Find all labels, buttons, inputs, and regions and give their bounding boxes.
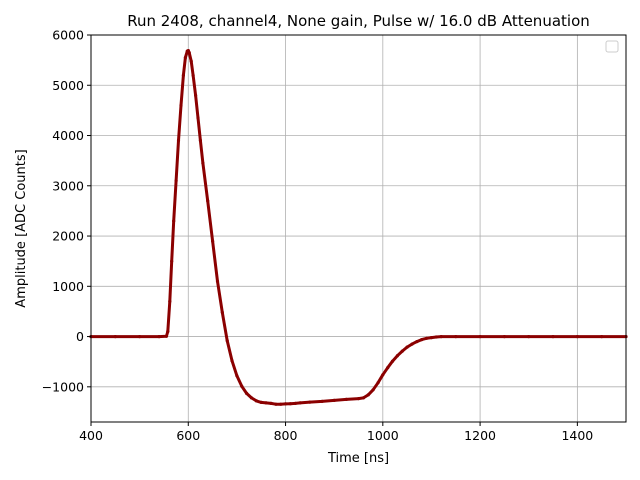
data-point bbox=[168, 299, 172, 303]
series-trace bbox=[89, 49, 628, 406]
data-point bbox=[288, 402, 292, 406]
y-tick-label: 0 bbox=[76, 329, 84, 344]
data-point bbox=[187, 51, 191, 55]
data-point bbox=[211, 239, 215, 243]
data-point bbox=[235, 374, 239, 378]
data-point bbox=[410, 342, 414, 346]
data-point bbox=[259, 400, 263, 404]
data-point bbox=[298, 401, 302, 405]
x-tick-label: 1400 bbox=[561, 428, 593, 443]
data-point bbox=[113, 335, 117, 339]
data-point bbox=[170, 259, 174, 263]
grid bbox=[90, 34, 626, 422]
data-point bbox=[166, 329, 170, 334]
data-point bbox=[600, 335, 604, 339]
data-point bbox=[172, 219, 176, 223]
data-point bbox=[381, 373, 385, 377]
data-point bbox=[395, 354, 399, 358]
data-point bbox=[279, 402, 283, 406]
x-tick-label: 1000 bbox=[367, 428, 399, 443]
data-point bbox=[206, 199, 210, 203]
data-point bbox=[283, 402, 288, 406]
x-tick-label: 1200 bbox=[464, 428, 496, 443]
data-point bbox=[356, 397, 361, 401]
data-point bbox=[415, 340, 419, 344]
data-point bbox=[293, 401, 297, 405]
data-point bbox=[179, 103, 183, 107]
x-tick-label: 800 bbox=[274, 428, 298, 443]
x-tick-label: 400 bbox=[79, 428, 103, 443]
data-point bbox=[344, 397, 348, 401]
legend-box bbox=[605, 40, 619, 53]
data-point bbox=[198, 138, 202, 143]
data-point bbox=[201, 161, 205, 165]
data-point bbox=[274, 402, 278, 406]
data-point bbox=[429, 336, 434, 340]
data-point bbox=[183, 56, 187, 60]
data-point bbox=[181, 73, 185, 77]
data-point bbox=[366, 393, 370, 397]
y-tick-label: 3000 bbox=[52, 178, 84, 193]
data-point bbox=[254, 399, 258, 403]
data-point bbox=[191, 73, 195, 77]
y-tick-label: 2000 bbox=[52, 229, 84, 244]
data-point bbox=[405, 345, 409, 349]
y-tick-label: 4000 bbox=[52, 128, 84, 143]
data-point bbox=[454, 335, 458, 339]
data-point bbox=[240, 384, 244, 388]
chart-title: Run 2408, channel4, None gain, Pulse w/ … bbox=[127, 12, 590, 30]
x-axis-label: Time [ns] bbox=[327, 451, 389, 466]
data-point bbox=[390, 359, 395, 363]
y-tick-label: 1000 bbox=[52, 279, 84, 294]
plot-frame bbox=[90, 34, 627, 423]
data-point bbox=[551, 335, 555, 339]
data-point bbox=[308, 400, 312, 404]
data-point bbox=[400, 349, 404, 353]
data-point bbox=[176, 138, 181, 143]
data-point bbox=[361, 396, 365, 400]
data-point bbox=[230, 359, 234, 363]
data-point bbox=[371, 388, 375, 392]
data-point bbox=[478, 335, 482, 339]
data-point bbox=[527, 335, 531, 339]
data-point bbox=[189, 59, 193, 63]
data-point bbox=[420, 338, 424, 342]
series-waveform bbox=[89, 49, 628, 406]
data-point bbox=[502, 335, 506, 339]
data-point bbox=[249, 396, 254, 400]
data-point bbox=[575, 335, 580, 339]
data-point bbox=[196, 116, 200, 120]
data-point bbox=[174, 179, 178, 183]
y-axis-label: Amplitude [ADC Counts] bbox=[14, 149, 29, 307]
data-point bbox=[164, 334, 168, 338]
y-tick-label: 6000 bbox=[52, 28, 84, 43]
data-point bbox=[138, 335, 142, 339]
y-tick-label: −1000 bbox=[42, 379, 84, 394]
x-tick-label: 600 bbox=[176, 428, 200, 443]
data-point bbox=[376, 381, 380, 385]
y-tick-label: 5000 bbox=[52, 78, 84, 93]
data-point bbox=[439, 335, 443, 339]
data-point bbox=[194, 93, 198, 97]
data-point bbox=[386, 366, 390, 370]
data-point bbox=[320, 399, 324, 403]
data-point bbox=[269, 401, 273, 405]
data-point bbox=[220, 310, 224, 314]
data-point bbox=[225, 339, 229, 343]
data-point bbox=[434, 335, 438, 339]
data-point bbox=[157, 335, 161, 339]
data-point bbox=[215, 279, 220, 283]
data-point bbox=[264, 401, 268, 405]
axis-ticks: 400 600 800 1000 1200 1400 −1000 0 1000 2000 3000 4… bbox=[42, 28, 594, 444]
data-point bbox=[245, 391, 249, 395]
data-point bbox=[332, 398, 336, 402]
data-point bbox=[425, 336, 429, 340]
